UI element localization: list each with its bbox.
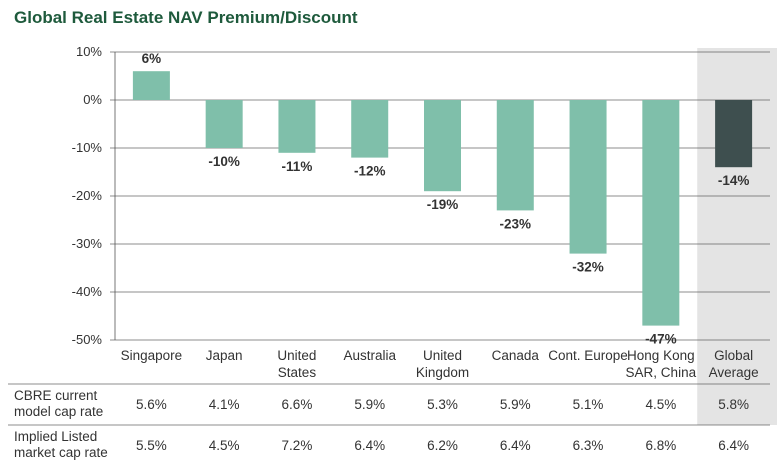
data-label: -19%	[427, 197, 459, 212]
table-cell: 5.5%	[136, 438, 167, 453]
y-tick-label: -10%	[72, 140, 103, 155]
data-label: -12%	[354, 164, 386, 179]
category-label: United	[423, 348, 462, 363]
table-cell: 6.8%	[645, 438, 676, 453]
y-tick-label: -40%	[72, 284, 103, 299]
bar	[496, 100, 534, 211]
category-label: Average	[709, 365, 759, 380]
bar	[351, 100, 389, 158]
data-label: -11%	[282, 159, 313, 174]
data-label: -32%	[572, 260, 604, 275]
category-label: Hong Kong	[627, 348, 695, 363]
category-label: Canada	[492, 348, 540, 363]
table-cell: 5.9%	[354, 397, 385, 412]
table-row-label: Implied Listed	[14, 429, 97, 444]
table-cell: 6.4%	[718, 438, 749, 453]
data-label: -10%	[208, 154, 240, 169]
table-row-label: CBRE current	[14, 388, 98, 403]
bar	[278, 100, 316, 153]
y-tick-label: -50%	[72, 332, 103, 347]
table-cell: 5.3%	[427, 397, 458, 412]
bar	[642, 100, 680, 326]
category-label: Japan	[206, 348, 243, 363]
category-label: Global	[714, 348, 753, 363]
table-cell: 6.4%	[500, 438, 531, 453]
bar	[715, 100, 753, 168]
table-cell: 4.1%	[209, 397, 240, 412]
table-cell: 4.5%	[645, 397, 676, 412]
table-cell: 6.2%	[427, 438, 458, 453]
table-row-label: model cap rate	[14, 404, 103, 419]
data-label: -14%	[718, 173, 750, 188]
table-cell: 7.2%	[282, 438, 313, 453]
table-cell: 5.9%	[500, 397, 531, 412]
bar	[569, 100, 607, 254]
data-label: -47%	[645, 332, 677, 347]
bar	[205, 100, 243, 148]
category-label: Australia	[343, 348, 396, 363]
category-label: Singapore	[121, 348, 183, 363]
y-tick-label: -30%	[72, 236, 103, 251]
y-tick-label: 10%	[76, 44, 102, 59]
category-label: United	[277, 348, 316, 363]
table-cell: 6.4%	[354, 438, 385, 453]
y-tick-label: 0%	[83, 92, 102, 107]
table-cell: 6.3%	[573, 438, 604, 453]
table-cell: 5.6%	[136, 397, 167, 412]
category-label: Kingdom	[416, 365, 469, 380]
chart-title: Global Real Estate NAV Premium/Discount	[14, 8, 358, 27]
category-label: Cont. Europe	[548, 348, 628, 363]
table-row-label: market cap rate	[14, 445, 108, 460]
category-label: SAR, China	[626, 365, 697, 380]
table-cell: 5.8%	[718, 397, 749, 412]
bar	[132, 71, 170, 100]
data-label: 6%	[142, 51, 162, 66]
table-cell: 4.5%	[209, 438, 240, 453]
table-cell: 5.1%	[573, 397, 604, 412]
category-label: States	[278, 365, 317, 380]
y-tick-label: -20%	[72, 188, 103, 203]
bar	[424, 100, 461, 192]
table-cell: 6.6%	[282, 397, 313, 412]
data-label: -23%	[500, 216, 532, 231]
